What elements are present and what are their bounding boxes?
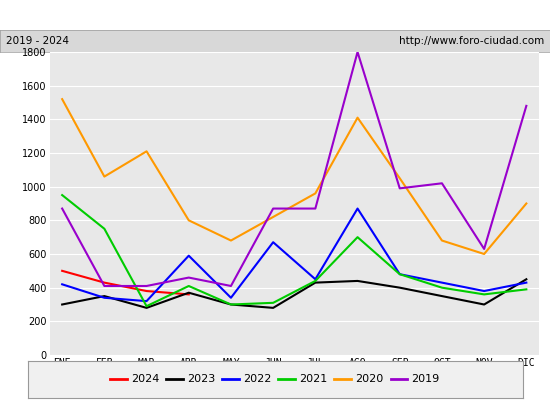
Text: Evolucion Nº Turistas Nacionales en el municipio de Láujar de Andarax: Evolucion Nº Turistas Nacionales en el m… [12,8,538,22]
Legend: 2024, 2023, 2022, 2021, 2020, 2019: 2024, 2023, 2022, 2021, 2020, 2019 [106,370,444,389]
Text: 2019 - 2024: 2019 - 2024 [6,36,69,46]
Text: http://www.foro-ciudad.com: http://www.foro-ciudad.com [399,36,544,46]
